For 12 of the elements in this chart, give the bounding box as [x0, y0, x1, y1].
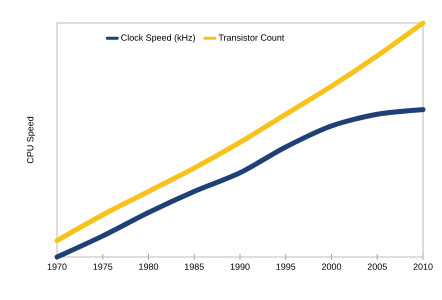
x-tick-label: 1985 [184, 264, 204, 270]
y-axis-title: CPU Speed [26, 116, 36, 164]
x-tick-label: 1970 [48, 264, 67, 270]
x-tick-label: 2005 [368, 264, 387, 270]
x-tick-label: 2000 [322, 264, 342, 270]
x-tick-label: 1995 [276, 264, 296, 270]
legend-label: Transistor Count [218, 34, 284, 41]
x-tick-label: 1980 [139, 264, 158, 270]
x-tick-label: 1990 [230, 264, 250, 270]
x-tick-label: 1975 [93, 264, 112, 270]
legend-label: Clock Speed (kHz) [121, 34, 195, 43]
x-tick-label: 2010 [413, 264, 433, 270]
